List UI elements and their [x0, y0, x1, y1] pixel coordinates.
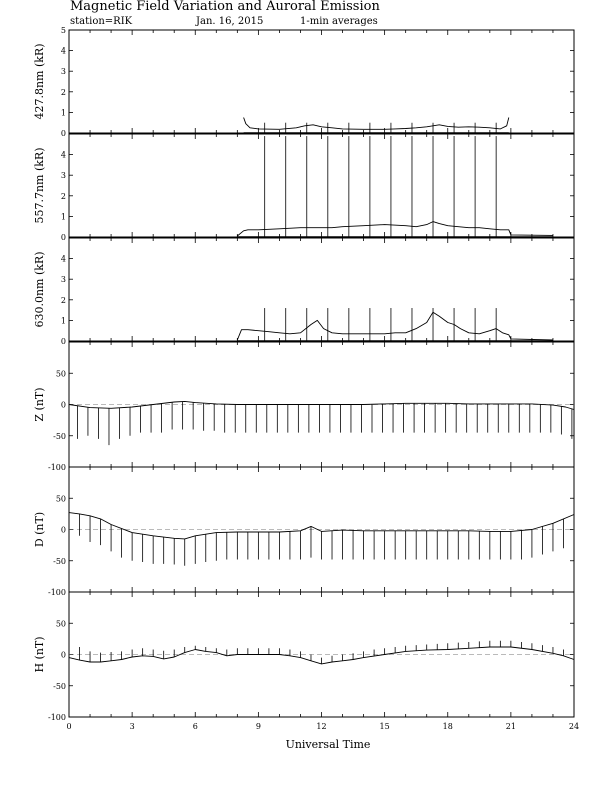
y-tick-label: 3: [61, 275, 66, 284]
y-tick-label: 4: [61, 255, 66, 264]
series-line: [68, 512, 575, 540]
y-axis-label: Z (nT): [33, 387, 46, 421]
x-tick-label: 18: [443, 722, 453, 731]
x-tick-label: 0: [66, 722, 71, 731]
x-tick-label: 3: [130, 722, 135, 731]
y-tick-label: 1: [61, 108, 66, 117]
x-tick-label: 21: [506, 722, 516, 731]
x-tick-label: 24: [569, 722, 579, 731]
panel-3: 0 1 2 3 4 630.0nm (kR): [33, 237, 575, 346]
panel-5: -100 -50 0 50 D (nT): [33, 466, 575, 597]
averaging-label: 1-min averages: [300, 16, 378, 27]
y-tick-label: 50: [56, 494, 66, 503]
y-tick-label: 2: [61, 296, 66, 305]
y-tick-label: -50: [53, 682, 66, 691]
y-tick-label: 0: [61, 337, 66, 346]
series-line: [243, 117, 510, 130]
y-tick-label: -100: [48, 713, 66, 722]
x-axis: 0 3 6 9 12 15 18 21 24: [66, 722, 579, 731]
series-line: [236, 311, 554, 341]
y-tick-label: -50: [53, 432, 66, 441]
series-line: [68, 400, 575, 410]
y-tick-label: 0: [61, 401, 66, 410]
y-tick-label: 2: [61, 88, 66, 97]
y-tick-label: 4: [61, 151, 66, 160]
y-tick-label: 0: [61, 651, 66, 660]
panel-2: 0 1 2 3 4 557.7nm (kR): [33, 133, 575, 242]
panel-6: -100 -50 0 50 H (nT): [33, 591, 575, 722]
panels-group: 0 1 2 3 4 5 427.8nm (kR) 0 1 2 3 4 557.7nm (kR) 0 1 2 3 4…: [33, 26, 575, 722]
y-axis-label: H (nT): [33, 636, 46, 672]
panel-frame: [68, 29, 575, 134]
y-tick-label: 4: [61, 47, 66, 56]
y-tick-label: 1: [61, 212, 66, 221]
y-tick-label: 50: [56, 369, 66, 378]
x-tick-label: 6: [193, 722, 198, 731]
y-tick-label: 0: [61, 129, 66, 138]
y-axis-label: 630.0nm (kR): [33, 251, 46, 327]
y-tick-label: -50: [53, 557, 66, 566]
y-axis-label: 557.7nm (kR): [33, 147, 46, 223]
y-tick-label: -100: [48, 463, 66, 472]
y-tick-label: 50: [56, 619, 66, 628]
y-tick-label: 3: [61, 67, 66, 76]
panel-frame: [68, 133, 575, 238]
y-tick-label: 2: [61, 192, 66, 201]
series-line: [68, 646, 575, 665]
figure-title: Magnetic Field Variation and Auroral Emi…: [70, 0, 380, 14]
x-tick-label: 12: [316, 722, 326, 731]
date-label: Jan. 16, 2015: [195, 16, 263, 27]
y-tick-label: 5: [61, 26, 66, 35]
series-line: [237, 221, 554, 237]
panel-4: -100 -50 0 50 Z (nT): [33, 341, 575, 472]
y-tick-label: 3: [61, 171, 66, 180]
y-tick-label: 0: [61, 526, 66, 535]
x-tick-label: 15: [380, 722, 390, 731]
y-tick-label: -100: [48, 588, 66, 597]
y-tick-label: 0: [61, 233, 66, 242]
y-tick-label: 1: [61, 316, 66, 325]
panel-1: 0 1 2 3 4 5 427.8nm (kR): [33, 26, 575, 138]
x-tick-label: 9: [256, 722, 261, 731]
x-axis-title: Universal Time: [286, 738, 371, 751]
y-axis-label: 427.8nm (kR): [33, 43, 46, 119]
y-axis-label: D (nT): [33, 512, 46, 547]
station-label: station=RIK: [70, 16, 133, 27]
